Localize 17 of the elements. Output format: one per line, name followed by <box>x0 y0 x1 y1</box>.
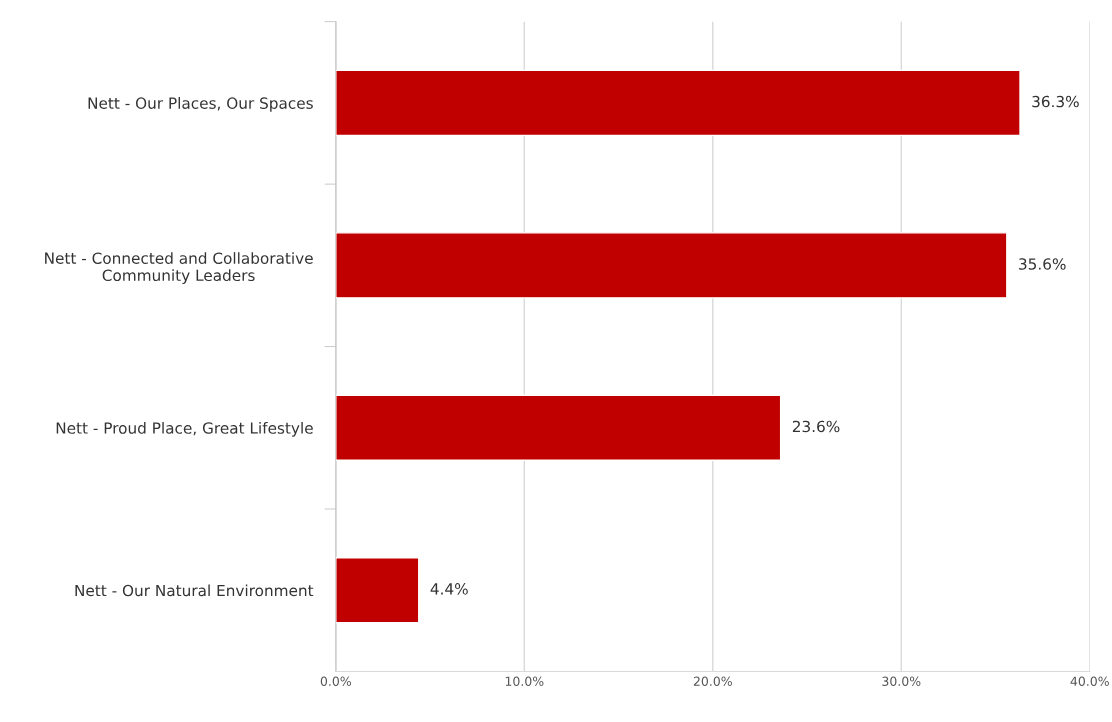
bar <box>335 232 1008 299</box>
data-label: 35.6% <box>1019 258 1066 270</box>
data-label: 36.3% <box>1032 95 1079 108</box>
x-tick-label: 0.0% <box>320 676 352 686</box>
x-tick-label: 40.0% <box>1070 676 1109 686</box>
data-label: 4.4% <box>430 583 468 595</box>
bar <box>335 557 420 624</box>
y-tick-label: Nett - Connected and Collaborative Community Leaders <box>45 252 313 285</box>
x-tick-label: 20.0% <box>693 676 732 686</box>
bar <box>335 394 782 461</box>
x-tick-label: 30.0% <box>882 676 921 686</box>
bar <box>335 69 1021 137</box>
y-tick-label: Nett - Our Natural Environment <box>75 584 314 597</box>
data-label: 23.6% <box>792 420 840 433</box>
x-tick-label: 10.0% <box>505 676 544 686</box>
y-tick-label: Nett - Our Places, Our Spaces <box>88 97 313 112</box>
y-tick-label: Nett - Proud Place, Great Lifestyle <box>56 421 313 437</box>
